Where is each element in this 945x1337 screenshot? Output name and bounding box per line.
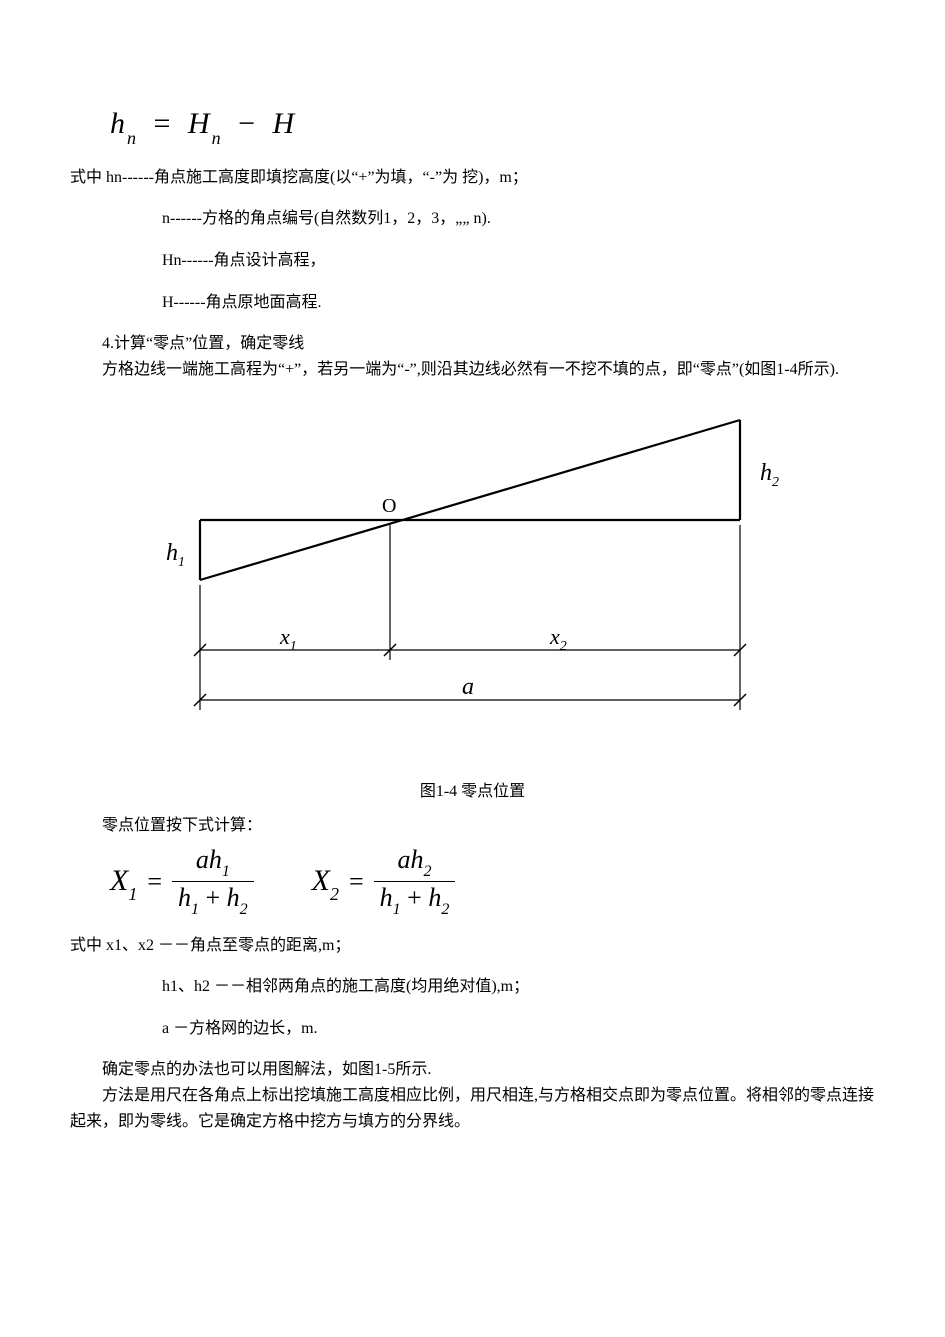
def1-Hn: Hn------角点设计高程，: [162, 248, 875, 274]
eq2-frac2: ah2 h1 + h2: [374, 846, 456, 917]
def2-x: 式中 x1、x2 －－角点至零点的距离,m；: [70, 933, 875, 959]
eq2-f1-hsub: 1: [222, 863, 230, 880]
equation-2: X1 = ah1 h1 + h2 X2 = ah2 h1 + h2: [110, 846, 875, 917]
eq2-f1-h: h: [209, 845, 222, 874]
def2-h: h1、h2 －－相邻两角点的施工高度(均用绝对值),m；: [162, 974, 875, 1000]
section4-para1-text: 方格边线一端施工高程为“+”，若另一端为“-”,则沿其边线必然有一不挖不填的点，…: [70, 357, 839, 383]
figure-1-4: O h1 h2 x1: [130, 400, 875, 749]
label-h1: h1: [166, 540, 185, 570]
eq1-lhs-sub: n: [127, 128, 138, 148]
eq2-frac2-num: ah2: [374, 846, 456, 882]
eq2-f1-a: a: [196, 845, 209, 874]
eq2-frac1-num: ah1: [172, 846, 254, 882]
eq2-f2-ds2: 2: [441, 901, 449, 918]
eq2-frac1-den: h1 + h2: [172, 882, 254, 917]
eq1-minus: −: [238, 107, 257, 140]
eq1-rhs2-var: H: [273, 107, 297, 140]
def1-hn: 式中 hn------角点施工高度即填挖高度(以“+”为填，“-”为 挖)，m；: [70, 165, 875, 191]
def2-a: a －方格网的边长，m.: [162, 1016, 875, 1042]
eq2-f2-hsub: 2: [424, 863, 432, 880]
document-page: hn = Hn − H 式中 hn------角点施工高度即填挖高度(以“+”为…: [0, 0, 945, 1194]
eq2-eq1: =: [147, 861, 162, 903]
eq1-lhs-var: h: [110, 107, 127, 140]
label-x1-main: x: [279, 624, 290, 649]
label-x1-sub: 1: [290, 639, 297, 654]
label-h1-sub: 1: [178, 555, 185, 570]
equation-1: hn = Hn − H: [110, 100, 875, 149]
label-h2-main: h: [760, 460, 772, 486]
eq2-X1: X1: [110, 857, 137, 906]
label-x2-sub: 2: [560, 639, 567, 654]
eq2-f2-dh2: h: [428, 883, 441, 912]
eq1-rhs1-sub: n: [212, 128, 223, 148]
eq2-f2-ds1: 1: [393, 901, 401, 918]
figure-caption: 图1-4 零点位置: [70, 779, 875, 805]
closing-p1: 确定零点的办法也可以用图解法，如图1-5所示.: [70, 1057, 875, 1083]
label-h1-main: h: [166, 540, 178, 566]
def2-x-text: x1、x2 －－角点至零点的距离,m；: [106, 937, 350, 954]
slope-line: [200, 420, 740, 580]
eq2-X2-var: X: [312, 864, 330, 897]
eq2-f1-dh1: h: [178, 883, 191, 912]
label-h2-sub: 2: [772, 475, 779, 490]
label-O: O: [382, 495, 396, 517]
eq2-X1-var: X: [110, 864, 128, 897]
def1-intro: 式中: [70, 169, 102, 186]
closing-p2: 方法是用尺在各角点上标出挖填施工高度相应比例，用尺相连,与方格相交点即为零点位置…: [70, 1083, 875, 1134]
def1-n: n------方格的角点编号(自然数列1，2，3，„„ n).: [162, 206, 875, 232]
section4-heading: 4.计算“零点”位置，确定零线: [70, 331, 875, 357]
eq1-equals: =: [154, 107, 173, 140]
eq2-frac1: ah1 h1 + h2: [172, 846, 254, 917]
eq2-X2: X2: [312, 857, 339, 906]
def2-intro: 式中: [70, 937, 102, 954]
eq2-X2-sub: 2: [330, 884, 339, 904]
eq2-f1-ds2: 2: [240, 901, 248, 918]
zero-point-diagram: O h1 h2 x1: [130, 400, 830, 740]
def1-H: H------角点原地面高程.: [162, 290, 875, 316]
eq2-X1-sub: 1: [128, 884, 137, 904]
eq2-f1-dh2: h: [227, 883, 240, 912]
label-x2-main: x: [549, 624, 560, 649]
eq2-f1-ds1: 1: [191, 901, 199, 918]
eq1-rhs1-var: H: [188, 107, 212, 140]
eq2-frac2-den: h1 + h2: [374, 882, 456, 917]
label-h2: h2: [760, 460, 779, 490]
eq2-f2-a: a: [398, 845, 411, 874]
section4-para1: 方格边线一端施工高程为“+”，若另一端为“-”,则沿其边线必然有一不挖不填的点，…: [70, 357, 875, 383]
def1-hn-text: hn------角点施工高度即填挖高度(以“+”为填，“-”为 挖)，m；: [106, 169, 528, 186]
eq2-eq2: =: [349, 861, 364, 903]
calc-intro: 零点位置按下式计算：: [70, 813, 875, 839]
eq2-f2-dh1: h: [380, 883, 393, 912]
label-a: a: [462, 674, 474, 700]
eq2-f2-h: h: [411, 845, 424, 874]
